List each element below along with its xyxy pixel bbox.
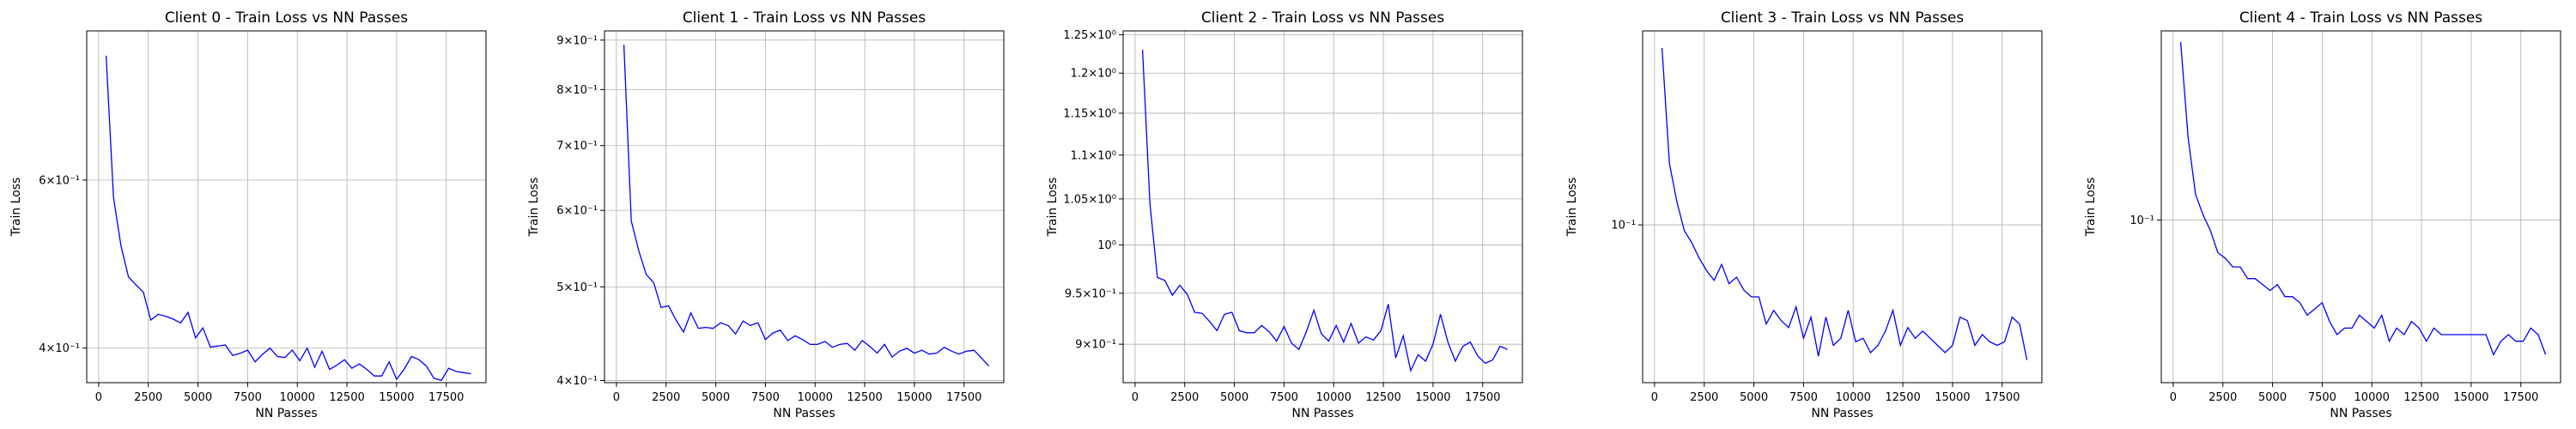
chart-title: Client 2 - Train Loss vs NN Passes (1201, 9, 1444, 27)
y-tick-label: 10⁻¹ (2129, 214, 2154, 227)
y-tick-label: 9.5×10⁻¹ (1065, 287, 1116, 300)
y-tick-label: 1.05×10⁰ (1063, 193, 1116, 206)
x-axis-label: NN Passes (773, 407, 835, 420)
plot-frame (1122, 30, 1523, 384)
x-tick-label: 2500 (1690, 391, 1718, 404)
x-tick-label: 17500 (1465, 391, 1500, 404)
y-tick-label: 10⁰ (1097, 239, 1116, 252)
x-tick-label: 7500 (751, 391, 780, 404)
y-tick-label: 4×10⁻¹ (556, 375, 598, 388)
x-tick-label: 0 (2170, 391, 2177, 404)
x-tick-label: 2500 (1170, 391, 1199, 404)
x-tick-label: 5000 (184, 391, 212, 404)
x-tick-label: 5000 (1220, 391, 1249, 404)
x-tick-label: 15000 (1415, 391, 1450, 404)
x-tick-label: 5000 (1740, 391, 1768, 404)
y-axis-label: Train Loss (1565, 178, 1579, 238)
y-axis-label: Train Loss (1046, 178, 1060, 238)
x-tick-label: 2500 (652, 391, 680, 404)
x-tick-label: 15000 (896, 391, 932, 404)
x-tick-label: 17500 (428, 391, 464, 404)
plot-frame (1642, 30, 2043, 384)
plot-frame (86, 30, 487, 384)
x-tick-label: 10000 (280, 391, 315, 404)
x-tick-label: 15000 (1935, 391, 1970, 404)
x-tick-label: 17500 (2503, 391, 2538, 404)
x-axis-label: NN Passes (2330, 407, 2391, 420)
x-tick-label: 10000 (1316, 391, 1352, 404)
y-tick-label: 6×10⁻¹ (556, 205, 598, 218)
x-tick-label: 0 (1132, 391, 1139, 404)
x-tick-label: 10000 (798, 391, 833, 404)
y-axis-label: Train Loss (2084, 178, 2098, 238)
y-tick-label: 7×10⁻¹ (556, 140, 598, 153)
y-tick-label: 1.25×10⁰ (1063, 29, 1116, 42)
series-line (623, 45, 990, 367)
x-tick-label: 7500 (1789, 391, 1818, 404)
x-tick-label: 5000 (2258, 391, 2287, 404)
x-tick-label: 0 (613, 391, 620, 404)
series-line (1661, 47, 2028, 360)
y-axis-label: Train Loss (527, 178, 541, 238)
chart-panel-3: 0 2500 5000 7500 10000 12500 15000 17500 10⁻¹ Cli… (1565, 9, 2043, 420)
x-axis-label: NN Passes (255, 407, 317, 420)
x-tick-label: 10000 (2354, 391, 2390, 404)
series-line (105, 55, 471, 382)
x-tick-label: 12500 (329, 391, 364, 404)
y-tick-label: 1.2×10⁰ (1071, 68, 1116, 81)
x-tick-label: 2500 (134, 391, 162, 404)
chart-title: Client 4 - Train Loss vs NN Passes (2239, 9, 2482, 27)
series-line (1141, 50, 1508, 373)
x-tick-label: 15000 (2453, 391, 2488, 404)
x-tick-label: 17500 (946, 391, 981, 404)
x-tick-label: 0 (95, 391, 102, 404)
plot-frame (604, 30, 1005, 384)
x-tick-label: 7500 (2308, 391, 2336, 404)
x-tick-label: 12500 (2403, 391, 2439, 404)
chart-panel-0: 0 2500 5000 7500 10000 12500 15000 17500 4×10⁻¹ 6… (9, 9, 487, 420)
chart-title: Client 1 - Train Loss vs NN Passes (683, 9, 926, 27)
y-tick-label: 1.15×10⁰ (1063, 107, 1116, 120)
y-tick-label: 1.1×10⁰ (1071, 149, 1116, 162)
chart-title: Client 3 - Train Loss vs NN Passes (1721, 9, 1964, 27)
x-tick-label: 17500 (1984, 391, 2020, 404)
y-axis-label: Train Loss (9, 178, 23, 238)
y-tick-label: 10⁻¹ (1611, 220, 1636, 233)
x-tick-label: 0 (1651, 391, 1658, 404)
y-tick-label: 6×10⁻¹ (39, 174, 80, 187)
chart-title: Client 0 - Train Loss vs NN Passes (165, 9, 408, 27)
x-tick-label: 15000 (379, 391, 414, 404)
x-tick-label: 2500 (2208, 391, 2237, 404)
x-tick-label: 12500 (1885, 391, 1920, 404)
x-tick-label: 7500 (1270, 391, 1298, 404)
y-tick-label: 5×10⁻¹ (556, 281, 598, 294)
y-tick-label: 9×10⁻¹ (556, 34, 598, 47)
chart-panel-2: 0 2500 5000 7500 10000 12500 15000 17500 9×10⁻¹ 9… (1046, 9, 1523, 420)
x-tick-label: 12500 (847, 391, 882, 404)
x-tick-label: 12500 (1365, 391, 1400, 404)
x-axis-label: NN Passes (1291, 407, 1353, 420)
y-tick-label: 8×10⁻¹ (556, 84, 598, 97)
y-tick-label: 4×10⁻¹ (39, 342, 80, 355)
y-tick-label: 9×10⁻¹ (1075, 339, 1116, 352)
chart-panel-4: 0 2500 5000 7500 10000 12500 15000 17500 10⁻¹ Cli… (2084, 9, 2561, 420)
chart-panel-1: 0 2500 5000 7500 10000 12500 15000 17500 4×10⁻¹ 5… (527, 9, 1005, 420)
plot-frame (2160, 30, 2561, 384)
series-line (2179, 42, 2547, 356)
x-tick-label: 10000 (1836, 391, 1871, 404)
x-tick-label: 7500 (234, 391, 262, 404)
x-tick-label: 5000 (702, 391, 730, 404)
x-axis-label: NN Passes (1811, 407, 1873, 420)
